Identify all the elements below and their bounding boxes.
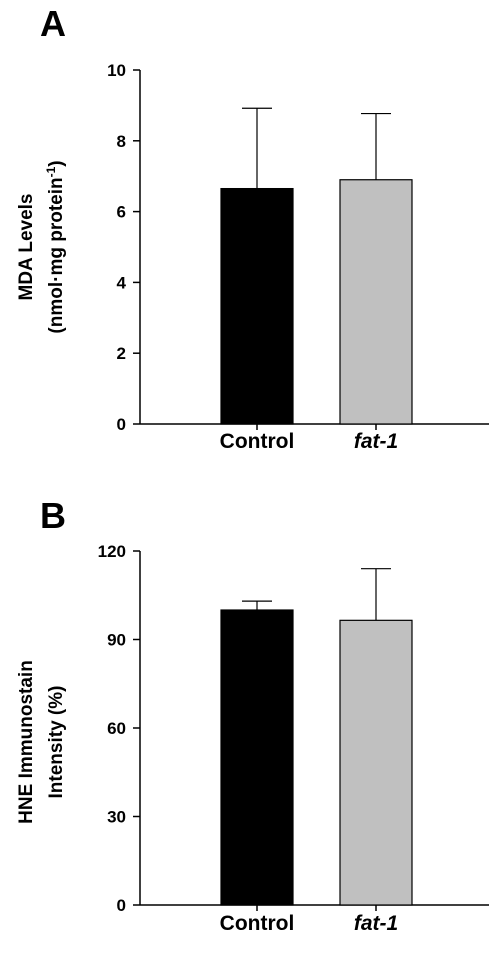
category-label: Control (220, 430, 295, 453)
y-tick-label: 6 (117, 203, 126, 222)
y-tick-label: 0 (117, 415, 126, 434)
y-tick-label: 90 (107, 631, 126, 650)
y-tick-label: 8 (117, 132, 126, 151)
y-tick-label: 120 (98, 542, 126, 561)
y-tick-label: 4 (117, 273, 127, 292)
chart-panel-a: A 0 2 4 6 8 10 Control fat-1 MDA Levels (nmol·mg p… (16, 3, 489, 453)
category-label: fat-1 (354, 912, 398, 935)
bar-control (220, 609, 294, 906)
y-axis-title-line1: HNE Immunostain (16, 660, 37, 824)
y-tick-label: 10 (107, 61, 126, 80)
y-tick-label: 30 (107, 808, 126, 827)
y-tick-label: 0 (117, 896, 126, 915)
y-tick-label: 2 (117, 344, 126, 363)
y-axis-title-line1: MDA Levels (16, 194, 37, 301)
panel-letter: B (40, 495, 66, 536)
bar-fat-1 (339, 619, 413, 906)
category-label: Control (220, 912, 295, 935)
y-tick-label: 60 (107, 719, 126, 738)
bar-control (220, 187, 294, 425)
panel-letter: A (40, 3, 66, 44)
y-axis-title-line2: (nmol·mg protein-1) (44, 160, 67, 333)
y-axis-title-line2: Intensity (%) (46, 686, 67, 799)
category-label: fat-1 (354, 430, 398, 453)
chart-panel-b: B 0 30 60 90 120 Control fat-1 HNE Immunostain In… (16, 495, 489, 935)
bar-fat-1 (339, 179, 413, 425)
